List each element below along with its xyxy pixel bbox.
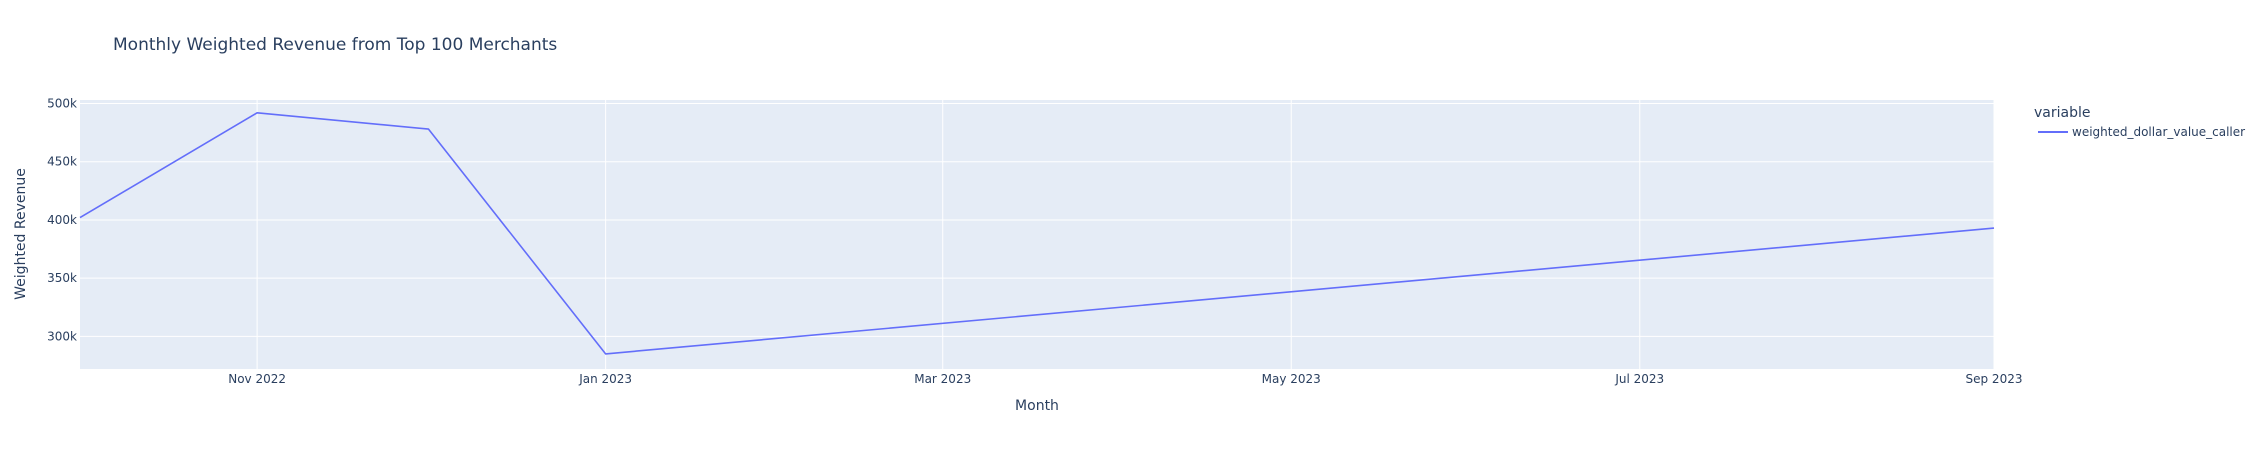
y-axis-title: Weighted Revenue [13, 168, 29, 300]
legend-label-weighted-dollar-value-caller[interactable]: weighted_dollar_value_caller [2072, 125, 2245, 139]
x-axis-title: Month [1015, 398, 1059, 414]
y-tick-labels: 300k 350k 400k 450k 500k [47, 96, 77, 343]
series-line-weighted-dollar-value-caller[interactable] [79, 112, 1995, 355]
y-gridlines [80, 102, 1994, 337]
y-tick-label: 450k [47, 155, 77, 169]
plot-area [80, 100, 1994, 369]
chart-title: Monthly Weighted Revenue from Top 100 Me… [113, 35, 557, 55]
y-tick-label: 500k [47, 96, 77, 110]
y-tick-label: 400k [47, 213, 77, 227]
y-tick-label: 350k [47, 271, 77, 285]
x-tick-labels: Nov 2022 Jan 2023 Mar 2023 May 2023 Jul 2023… [228, 372, 2022, 386]
x-tick-label: Jul 2023 [1614, 372, 1664, 386]
x-tick-label: May 2023 [1262, 372, 1321, 386]
x-tick-label: Mar 2023 [914, 372, 971, 386]
series-layer [79, 112, 1995, 355]
x-tick-label: Sep 2023 [1966, 372, 2023, 386]
x-gridlines [256, 100, 1995, 369]
x-tick-label: Nov 2022 [228, 372, 286, 386]
legend-title: variable [2034, 105, 2090, 121]
y-tick-label: 300k [47, 329, 77, 343]
x-tick-label: Jan 2023 [578, 372, 632, 386]
legend: variable weighted_dollar_value_caller [2034, 105, 2245, 139]
